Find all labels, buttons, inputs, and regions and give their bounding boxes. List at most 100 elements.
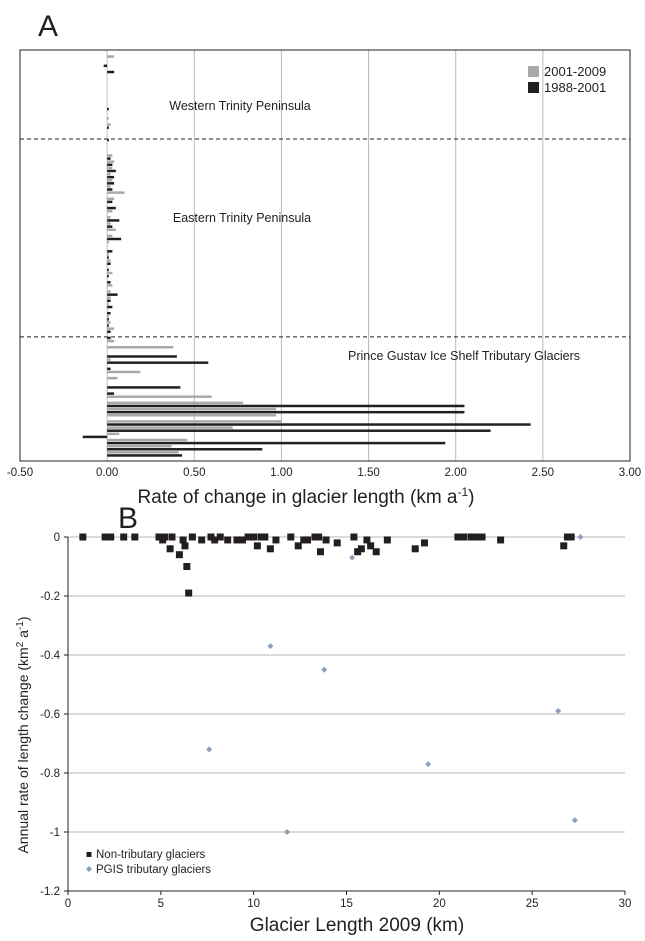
legend-swatch-2001-2009 bbox=[528, 66, 539, 77]
bar-2001-2009 bbox=[107, 302, 109, 306]
point-non-tributary bbox=[239, 536, 247, 544]
point-non-tributary bbox=[383, 536, 391, 544]
point-non-tributary bbox=[207, 533, 215, 541]
bar-1988-2001 bbox=[107, 126, 109, 129]
chart-a-x-tick-label: 1.00 bbox=[270, 467, 292, 479]
chart-b-y-axis-label: Annual rate of length change (km2 a-1) bbox=[15, 616, 31, 853]
point-non-tributary bbox=[216, 533, 224, 541]
point-non-tributary bbox=[266, 545, 274, 553]
point-non-tributary bbox=[294, 542, 302, 550]
bar-2001-2009 bbox=[107, 172, 111, 176]
bar-1988-2001 bbox=[107, 219, 120, 222]
bar-2001-2009 bbox=[107, 123, 111, 126]
bar-1988-2001 bbox=[107, 157, 111, 160]
bar-1988-2001 bbox=[82, 435, 108, 439]
bar-2001-2009 bbox=[107, 327, 115, 330]
point-non-tributary bbox=[79, 533, 87, 541]
bar-1988-2001 bbox=[107, 404, 465, 408]
bar-1988-2001 bbox=[107, 188, 113, 191]
bar-1988-2001 bbox=[107, 311, 111, 315]
bar-1988-2001 bbox=[107, 163, 113, 167]
bar-2001-2009 bbox=[107, 451, 179, 454]
point-non-tributary bbox=[478, 533, 486, 541]
point-pgis-tributary bbox=[555, 708, 562, 715]
chart-b-x-tick-label: 10 bbox=[247, 898, 260, 910]
bar-1988-2001 bbox=[107, 448, 263, 451]
point-non-tributary bbox=[103, 533, 111, 541]
bar-1988-2001 bbox=[107, 256, 109, 259]
bar-2001-2009 bbox=[107, 253, 109, 256]
bar-1988-2001 bbox=[107, 107, 109, 111]
point-pgis-tributary bbox=[349, 554, 356, 561]
legend-label-non-tributary: Non-tributary glaciers bbox=[96, 849, 206, 861]
point-non-tributary bbox=[253, 542, 261, 550]
point-non-tributary bbox=[250, 533, 258, 541]
point-non-tributary bbox=[257, 533, 265, 541]
bar-2001-2009 bbox=[107, 414, 277, 417]
bar-2001-2009 bbox=[107, 284, 113, 287]
point-non-tributary bbox=[311, 533, 319, 541]
bar-1988-2001 bbox=[107, 441, 446, 445]
chart-b-x-tick-label: 15 bbox=[340, 898, 353, 910]
point-non-tributary bbox=[120, 533, 128, 541]
point-non-tributary bbox=[304, 536, 312, 544]
chart-a-x-tick-label: 1.50 bbox=[357, 467, 379, 479]
point-non-tributary bbox=[367, 542, 375, 550]
legend-label-1988-2001: 1988-2001 bbox=[544, 80, 606, 95]
point-non-tributary bbox=[166, 545, 174, 553]
legend-marker-pgis bbox=[86, 866, 92, 872]
bar-1988-2001 bbox=[107, 206, 116, 210]
point-non-tributary bbox=[244, 533, 252, 541]
point-pgis-tributary bbox=[321, 666, 328, 673]
chart-a-x-axis-label: Rate of change in glacier length (km a-1… bbox=[137, 485, 474, 508]
bar-2001-2009 bbox=[107, 370, 141, 374]
chart-b-y-tick-label: -1.2 bbox=[40, 886, 60, 898]
point-non-tributary bbox=[211, 536, 219, 544]
bar-2001-2009 bbox=[107, 407, 277, 411]
bar-1988-2001 bbox=[107, 268, 109, 272]
chart-b-y-tick-label: -0.4 bbox=[40, 650, 60, 662]
bar-1988-2001 bbox=[107, 281, 111, 284]
bar-2001-2009 bbox=[107, 290, 111, 293]
bar-1988-2001 bbox=[107, 324, 109, 327]
chart-b-points bbox=[79, 533, 584, 835]
point-non-tributary bbox=[272, 536, 280, 544]
point-non-tributary bbox=[198, 536, 206, 544]
bar-2001-2009 bbox=[107, 228, 116, 231]
chart-a-x-tick-label: 2.50 bbox=[532, 467, 554, 479]
point-non-tributary bbox=[233, 536, 241, 544]
bar-2001-2009 bbox=[107, 259, 111, 262]
chart-b-y-tick-label: -1 bbox=[50, 827, 60, 839]
point-non-tributary bbox=[363, 536, 371, 544]
bar-2001-2009 bbox=[107, 216, 111, 219]
bar-1988-2001 bbox=[107, 355, 177, 358]
point-non-tributary bbox=[354, 548, 362, 556]
point-non-tributary bbox=[315, 533, 323, 541]
bar-2001-2009 bbox=[107, 376, 118, 380]
legend-label-2001-2009: 2001-2009 bbox=[544, 64, 606, 79]
point-non-tributary bbox=[287, 533, 295, 541]
point-pgis-tributary bbox=[284, 829, 291, 835]
bar-1988-2001 bbox=[107, 70, 115, 74]
point-non-tributary bbox=[357, 545, 365, 553]
bar-1988-2001 bbox=[107, 423, 531, 426]
bar-2001-2009 bbox=[107, 117, 109, 120]
chart-b-y-tick-label: -0.8 bbox=[40, 768, 60, 780]
bar-2001-2009 bbox=[107, 296, 111, 299]
bar-1988-2001 bbox=[107, 336, 111, 340]
bar-2001-2009 bbox=[107, 197, 115, 201]
chart-b-legend: Non-tributary glaciers PGIS tributary gl… bbox=[86, 849, 211, 876]
legend-marker-non-tributary bbox=[86, 852, 92, 857]
chart-b-gridlines bbox=[68, 536, 625, 833]
point-non-tributary bbox=[322, 536, 330, 544]
chart-a-x-ticks: -0.50 0.00 0.50 1.00 1.50 2.00 2.50 3.00 bbox=[7, 467, 641, 479]
bar-1988-2001 bbox=[107, 262, 111, 265]
bar-2001-2009 bbox=[107, 432, 120, 436]
bar-1988-2001 bbox=[107, 169, 116, 173]
point-non-tributary bbox=[185, 589, 193, 597]
region-label-pgis: Prince Gustav Ice Shelf Tributary Glacie… bbox=[348, 349, 580, 363]
bar-2001-2009 bbox=[107, 160, 115, 163]
bar-2001-2009 bbox=[107, 154, 113, 157]
bar-1988-2001 bbox=[107, 237, 122, 241]
bar-2001-2009 bbox=[107, 222, 111, 225]
